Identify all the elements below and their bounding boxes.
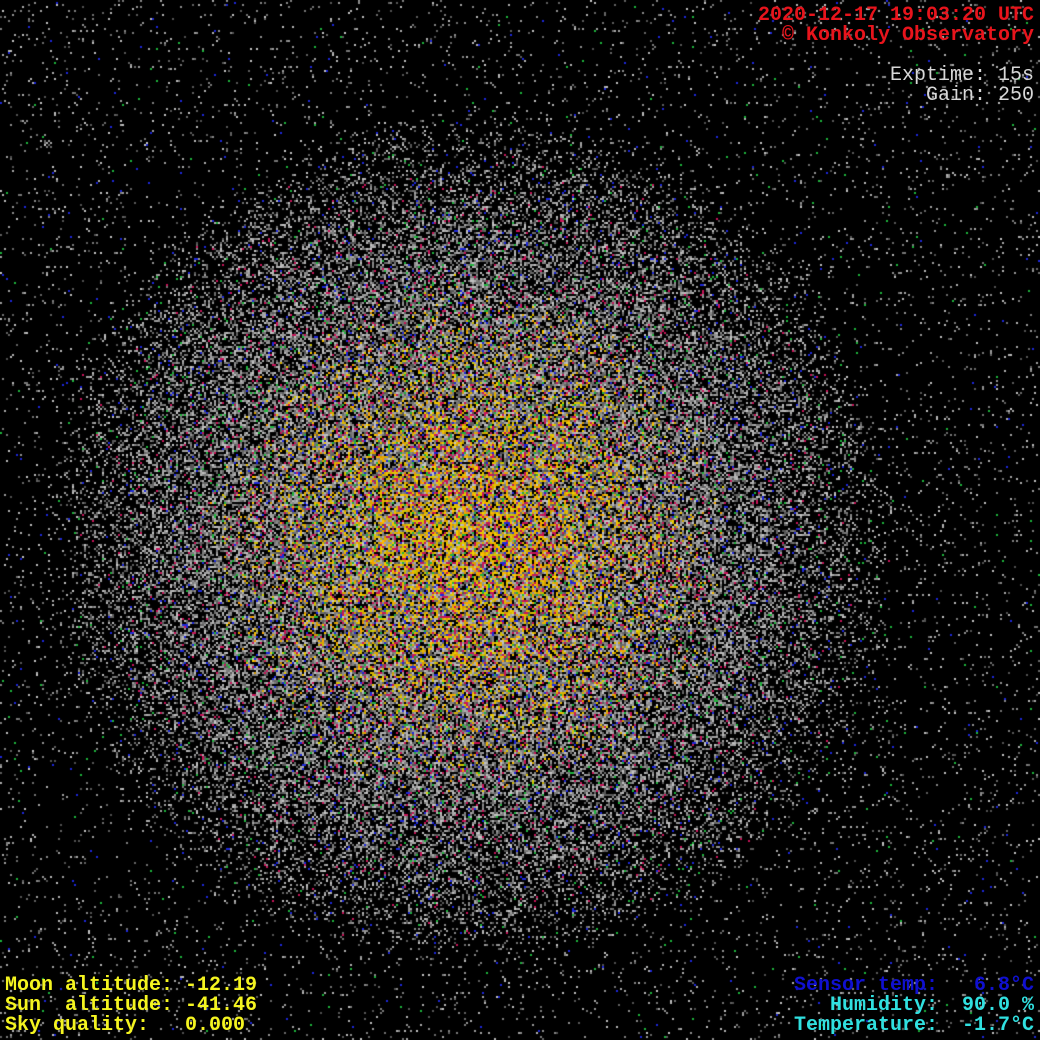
sun-altitude-label: Sun altitude: -41.46 bbox=[5, 994, 258, 1017]
sensor-temp-label: Sensor temp: 6.8°C bbox=[793, 974, 1034, 997]
temperature-label: Temperature: -1.7°C bbox=[793, 1014, 1034, 1037]
sky-quality-label: Sky quality: 0.000 bbox=[5, 1014, 246, 1037]
humidity-label: Humidity: 90.0 % bbox=[829, 994, 1034, 1017]
gain-label: Gain: 250 bbox=[925, 84, 1034, 107]
exptime-label: Exptime: 15s bbox=[889, 64, 1034, 87]
copyright-label: © Konkoly Observatory bbox=[781, 24, 1034, 47]
timestamp-label: 2020-12-17 19:03:20 UTC bbox=[757, 4, 1034, 27]
moon-altitude-label: Moon altitude: -12.19 bbox=[5, 974, 258, 997]
